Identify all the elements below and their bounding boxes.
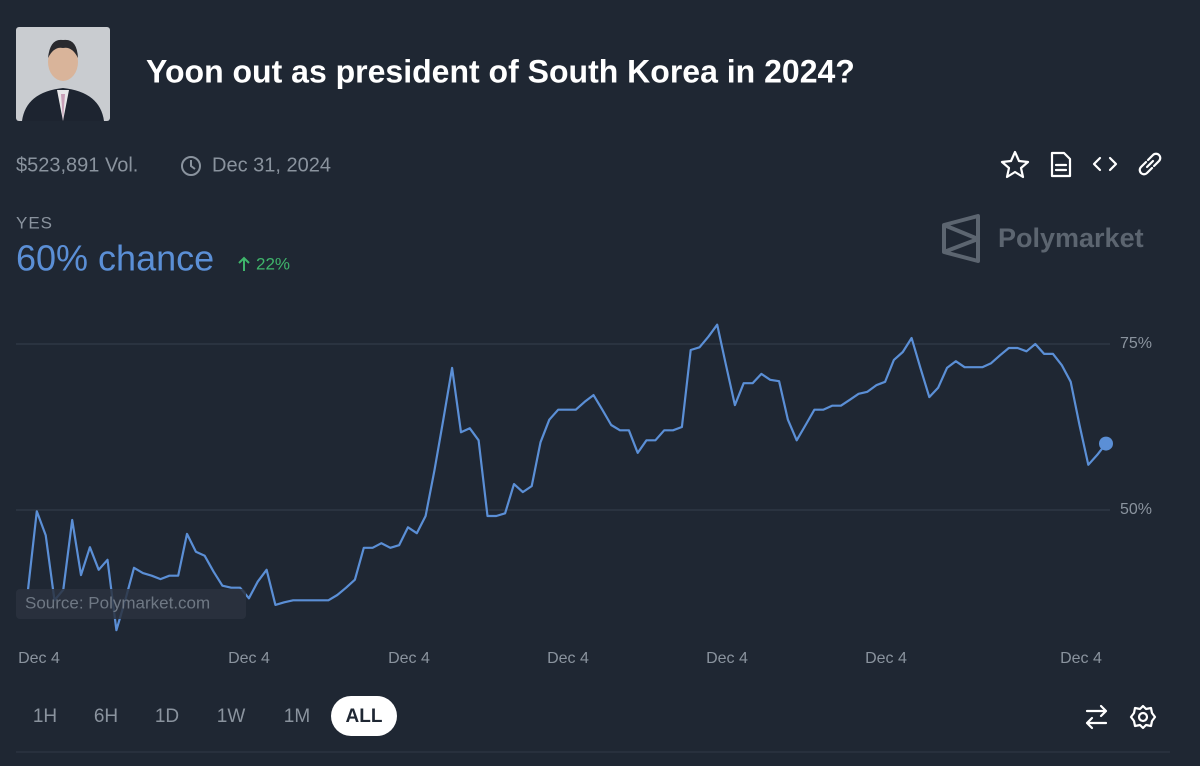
source-badge — [16, 589, 246, 619]
source: Source: Polymarket.com — [25, 593, 210, 612]
rules-button[interactable] — [1050, 151, 1072, 178]
x-tick-label: Dec 4 — [18, 650, 60, 667]
selected-range-pill — [331, 696, 397, 736]
x-tick-label: Dec 4 — [388, 650, 430, 667]
time-range-button[interactable]: 1M — [284, 706, 310, 727]
current-point — [1099, 436, 1113, 451]
swap-button[interactable] — [1085, 704, 1108, 730]
market-title: Yoon out as president of South Korea in … — [146, 53, 855, 89]
settings-button[interactable] — [1129, 704, 1157, 730]
price-line — [26, 323, 1107, 632]
time-range-button[interactable]: 1H — [33, 706, 57, 727]
clock-icon — [181, 156, 201, 176]
end-date: Dec 31, 2024 — [212, 154, 331, 176]
outcome-change: 22% — [256, 254, 290, 273]
x-tick-label: Dec 4 — [228, 650, 270, 667]
time-range-button[interactable]: ALL — [346, 706, 383, 727]
embed-button[interactable] — [1092, 156, 1118, 172]
time-range-selector: 1H 6H 1D 1W 1M ALL — [33, 696, 397, 736]
outcome-chance: 60% chance — [16, 238, 214, 279]
x-tick-label: Dec 4 — [1060, 650, 1102, 667]
brand: Polymarket — [998, 223, 1144, 253]
time-range-button[interactable]: 1W — [217, 706, 246, 727]
time-range-button[interactable]: 1D — [155, 706, 179, 727]
x-tick-label: Dec 4 — [706, 650, 748, 667]
market-image — [16, 27, 110, 121]
brand-logo — [942, 214, 980, 263]
x-tick-label: Dec 4 — [865, 650, 907, 667]
change-arrow — [238, 256, 250, 271]
y-tick-label: 50% — [1120, 501, 1152, 518]
time-range-button[interactable]: 6H — [94, 706, 118, 727]
copy-link-button[interactable] — [1138, 152, 1162, 176]
outcome-label: YES — [16, 213, 53, 232]
price-chart: 50% 75% Dec 4 Dec 4 Dec 4 Dec 4 Dec 4 Dec 4 Dec … — [16, 323, 1152, 667]
x-tick-label: Dec 4 — [547, 650, 589, 667]
watchlist-button[interactable] — [1000, 150, 1030, 179]
y-tick-label: 75% — [1120, 335, 1152, 352]
volume: $523,891 Vol. — [16, 154, 138, 176]
